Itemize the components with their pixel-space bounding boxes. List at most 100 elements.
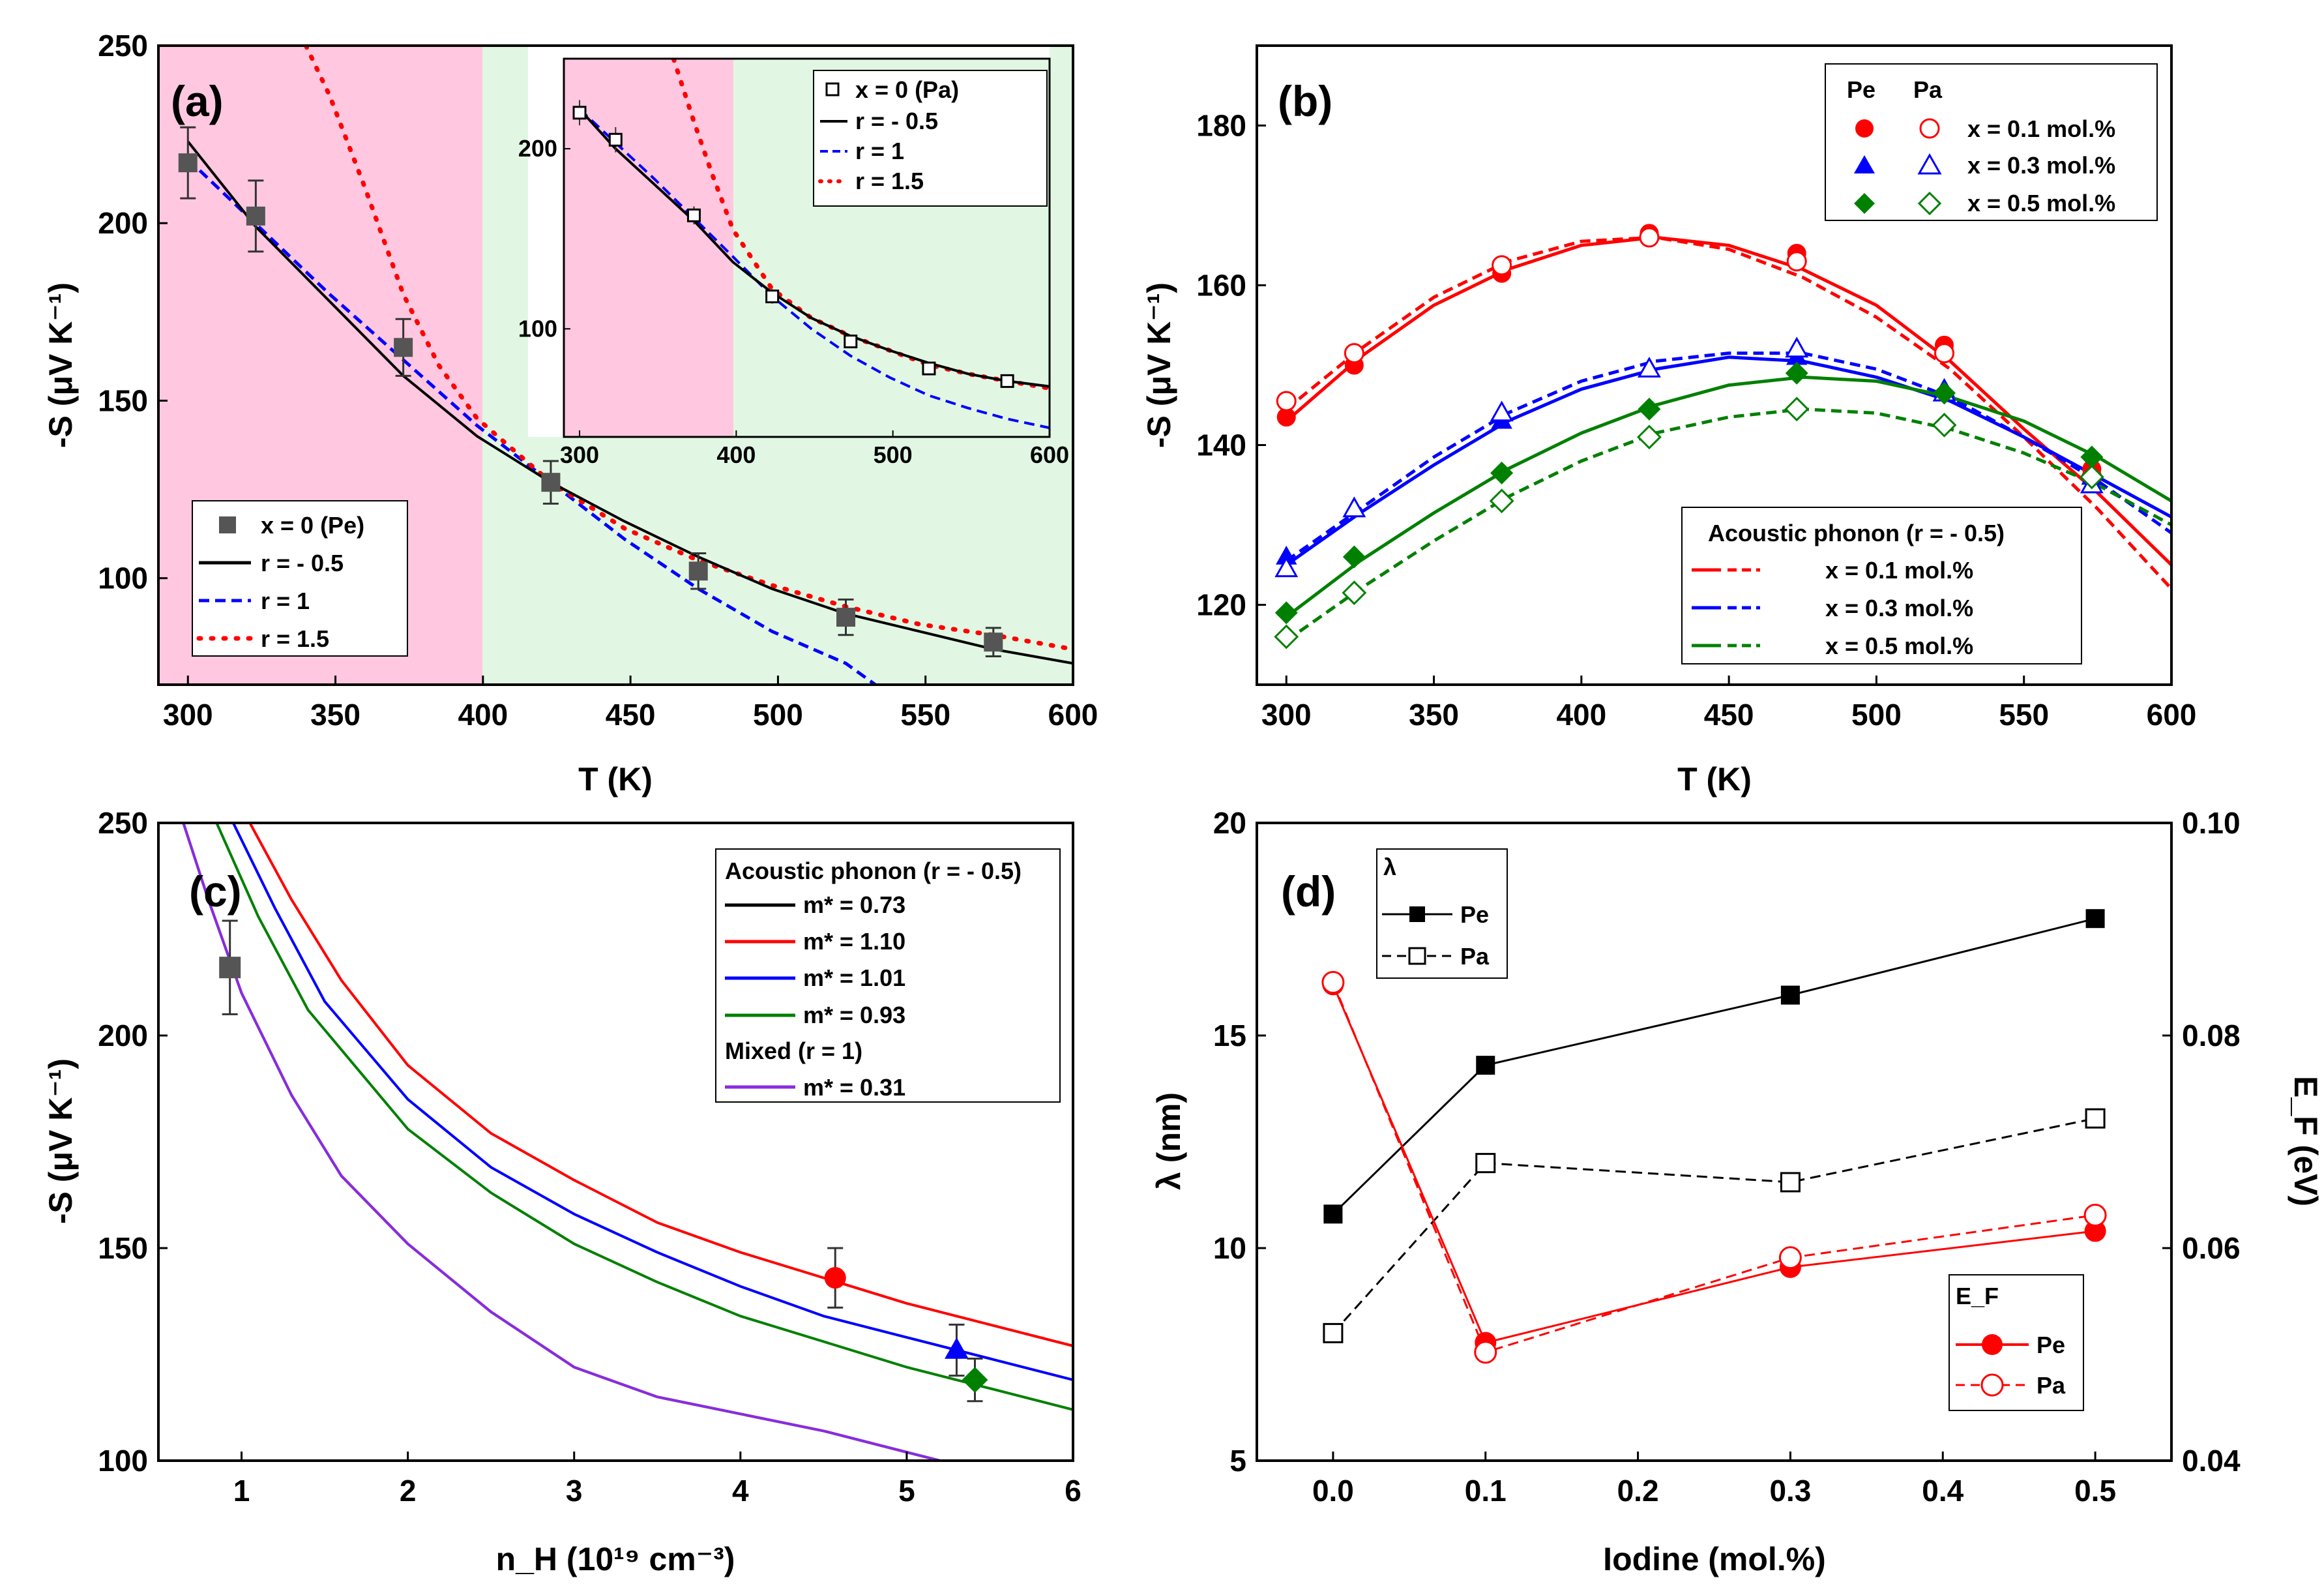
panel-b-ylabel: -S (μV K⁻¹) bbox=[1141, 282, 1177, 448]
legend-a-r1: r = 1 bbox=[261, 588, 310, 614]
panel-b-label: (b) bbox=[1278, 77, 1332, 125]
inset-data-point-x0-pa bbox=[608, 132, 623, 147]
data-point-circle bbox=[1276, 391, 1297, 411]
legend-c-title2: Mixed (r = 1) bbox=[725, 1037, 862, 1064]
data-point-square bbox=[1475, 1153, 1496, 1174]
y-right-tick-label: 0.08 bbox=[2182, 1019, 2241, 1052]
data-point-square bbox=[2085, 1108, 2106, 1129]
y-tick-label: 100 bbox=[98, 561, 148, 595]
legend-b-bottom-x01: x = 0.1 mol.% bbox=[1825, 557, 1973, 584]
data-point-diamond bbox=[1274, 601, 1298, 625]
data-point-diamond bbox=[1784, 396, 1810, 422]
data-point-diamond bbox=[1489, 488, 1514, 514]
y-right-tick-label: 0.04 bbox=[2182, 1444, 2241, 1478]
panel-d-legend-ef: E_F Pe Pa bbox=[1949, 1274, 2084, 1411]
x-tick-label: 1 bbox=[233, 1474, 250, 1508]
panel-d-ylabel-right: E_F (eV) bbox=[2287, 1076, 2324, 1206]
data-point-circle bbox=[1934, 343, 1955, 364]
data-point-circle bbox=[1778, 1246, 1802, 1270]
panel-d-ylabel: λ (nm) bbox=[1151, 1092, 1187, 1190]
legend-d-marker-pe bbox=[1409, 906, 1425, 922]
line--pa bbox=[1332, 1117, 2096, 1334]
inset-series-r-neg05-line bbox=[578, 108, 1050, 388]
panel-d-label: (d) bbox=[1281, 867, 1336, 916]
x-tick-label: 550 bbox=[900, 698, 950, 732]
legend-d-ef-marker-pe bbox=[1982, 1334, 2003, 1355]
data-point-diamond bbox=[1638, 397, 1661, 421]
data-point-x0-pe bbox=[541, 473, 561, 492]
data-point-x0-pe bbox=[178, 153, 198, 173]
fit-line bbox=[1285, 351, 2171, 563]
x-tick-label: 450 bbox=[606, 698, 656, 732]
panel-c-legend-box bbox=[715, 848, 1061, 1103]
series-r-neg05-line bbox=[186, 140, 1073, 665]
inset-legend-r-neg05: r = - 0.5 bbox=[855, 108, 938, 134]
y-tick-label: 10 bbox=[1213, 1231, 1246, 1265]
legend-d-marker-pa bbox=[1408, 947, 1426, 965]
data-point-x0-pe bbox=[984, 633, 1003, 652]
panel-b-legend-top: Pe Pa x = 0.1 mol.% x = 0.3 mol.% x = 0.… bbox=[1825, 63, 2158, 221]
legend-b-x03: x = 0.3 mol.% bbox=[1967, 152, 2115, 179]
panel-d-legend-lambda: λ Pe Pa bbox=[1376, 848, 1508, 979]
legend-c-m101: m* = 1.01 bbox=[803, 964, 905, 991]
panel-d: 0.0 0.1 0.2 0.3 0.4 0.5 5 10 15 20 0.04 0.06 0.08 0.1… bbox=[1151, 806, 2324, 1577]
legend-b-bottom-x03: x = 0.3 mol.% bbox=[1825, 595, 1973, 621]
data-point-triangle bbox=[1342, 496, 1366, 518]
legend-b-head-pe: Pe bbox=[1847, 76, 1875, 103]
inset-data-point-x0-pa bbox=[922, 361, 936, 376]
data-point-square bbox=[219, 957, 241, 979]
series-r15-line bbox=[303, 46, 1073, 652]
inset-data-point-x0-pa bbox=[765, 290, 780, 304]
x-tick-label: 6 bbox=[1065, 1474, 1081, 1508]
data-point-circle bbox=[2083, 1203, 2107, 1227]
line--pe bbox=[1332, 917, 2096, 1215]
x-tick-label: 0.3 bbox=[1769, 1474, 1811, 1508]
inset-y-tick-label: 200 bbox=[518, 135, 557, 162]
panel-a-label: (a) bbox=[171, 77, 224, 125]
legend-d-ef-pe: Pe bbox=[2037, 1332, 2065, 1358]
fit-line bbox=[1285, 235, 2171, 567]
data-point-circle bbox=[1492, 255, 1512, 276]
panel-b-xlabel: T (K) bbox=[1677, 761, 1752, 798]
panel-c-label: (c) bbox=[189, 867, 242, 916]
data-point-circle bbox=[1474, 1341, 1497, 1364]
inset-x-tick-label: 500 bbox=[874, 441, 913, 468]
x-tick-label: 600 bbox=[1048, 698, 1098, 732]
legend-b-bottom-x05: x = 0.5 mol.% bbox=[1825, 633, 1973, 659]
legend-d-lambda-title: λ bbox=[1383, 854, 1396, 880]
legend-d-ef-pa: Pa bbox=[2037, 1372, 2066, 1399]
x-tick-label: 300 bbox=[1261, 698, 1312, 732]
x-tick-label: 550 bbox=[1999, 698, 2049, 732]
y-tick-label: 150 bbox=[98, 383, 148, 417]
x-tick-label: 0.1 bbox=[1465, 1474, 1507, 1508]
legend-c-m093: m* = 0.93 bbox=[803, 1002, 905, 1028]
data-point-triangle bbox=[1490, 400, 1514, 422]
legend-b-marker-pa-05 bbox=[1917, 191, 1942, 216]
inset-legend-x0-pa: x = 0 (Pa) bbox=[855, 76, 959, 103]
line-e-f-pa bbox=[1332, 981, 2096, 1354]
x-tick-label: 400 bbox=[1556, 698, 1606, 732]
data-point-square bbox=[1323, 1204, 1343, 1224]
legend-c-title: Acoustic phonon (r = - 0.5) bbox=[725, 857, 1022, 884]
panel-a-xlabel: T (K) bbox=[578, 761, 653, 798]
legend-b-marker-pe-01 bbox=[1855, 119, 1874, 138]
panel-c: 1 2 3 4 5 6 100 150 200 250 (c) Acoustic phonon (… bbox=[42, 806, 1081, 1577]
inset-legend-marker-open-square bbox=[825, 82, 840, 97]
curve-m-1-10 bbox=[248, 823, 1073, 1347]
inset-series-r1-line bbox=[578, 108, 1050, 430]
fit-line bbox=[1285, 355, 2171, 567]
y-tick-label: 120 bbox=[1196, 588, 1246, 622]
legend-d-pa: Pa bbox=[1460, 943, 1490, 970]
x-tick-label: 4 bbox=[732, 1474, 749, 1508]
x-tick-label: 300 bbox=[163, 698, 213, 732]
data-point-x0-pe bbox=[836, 608, 856, 627]
curve-m-0-31 bbox=[182, 823, 941, 1461]
inset-region-pink bbox=[564, 59, 733, 437]
panel-a: 300 350 400 450 500 550 600 100 150 200 250 300 400 5… bbox=[42, 29, 1098, 798]
fit-line bbox=[1285, 407, 2171, 642]
panel-d-xlabel: Iodine (mol.%) bbox=[1603, 1541, 1826, 1577]
data-point-square bbox=[1476, 1056, 1495, 1075]
y-tick-label: 140 bbox=[1196, 428, 1246, 462]
panel-a-legend: x = 0 (Pe) r = - 0.5 r = 1 r = 1.5 bbox=[192, 500, 408, 657]
